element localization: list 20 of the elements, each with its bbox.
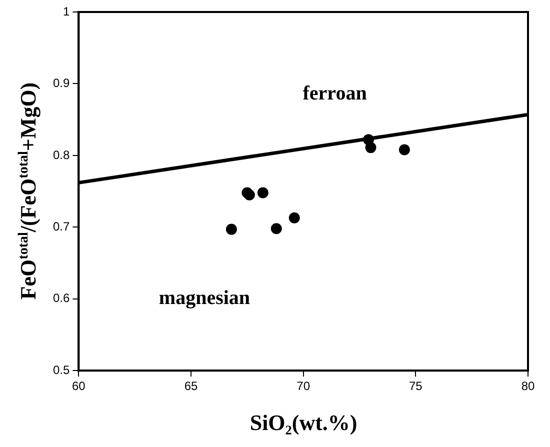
point — [398, 144, 410, 156]
y-tick-label: 0.7 — [52, 219, 70, 234]
point — [270, 223, 282, 234]
point — [226, 224, 237, 235]
y-tick-label: 0.8 — [52, 148, 70, 162]
x-axis-title: SiO₂(wt.%) — [250, 410, 358, 436]
x-tick-label: 75 — [408, 379, 423, 394]
point — [365, 142, 376, 154]
y-tick-label: 0.9 — [52, 76, 70, 90]
x-tick-label: 65 — [184, 379, 198, 394]
x-tick-label: 60 — [72, 379, 86, 394]
annotation: ferroan — [302, 82, 367, 105]
y-tick-label: 0.5 — [52, 362, 70, 377]
point — [288, 212, 300, 224]
y-tick-label: 1 — [62, 4, 70, 18]
point — [257, 187, 268, 198]
x-tick-label: 80 — [521, 379, 535, 394]
y-tick-label: 0.6 — [52, 291, 70, 306]
x-tick-label: 70 — [296, 379, 310, 394]
annotation: magnesian — [158, 287, 250, 310]
